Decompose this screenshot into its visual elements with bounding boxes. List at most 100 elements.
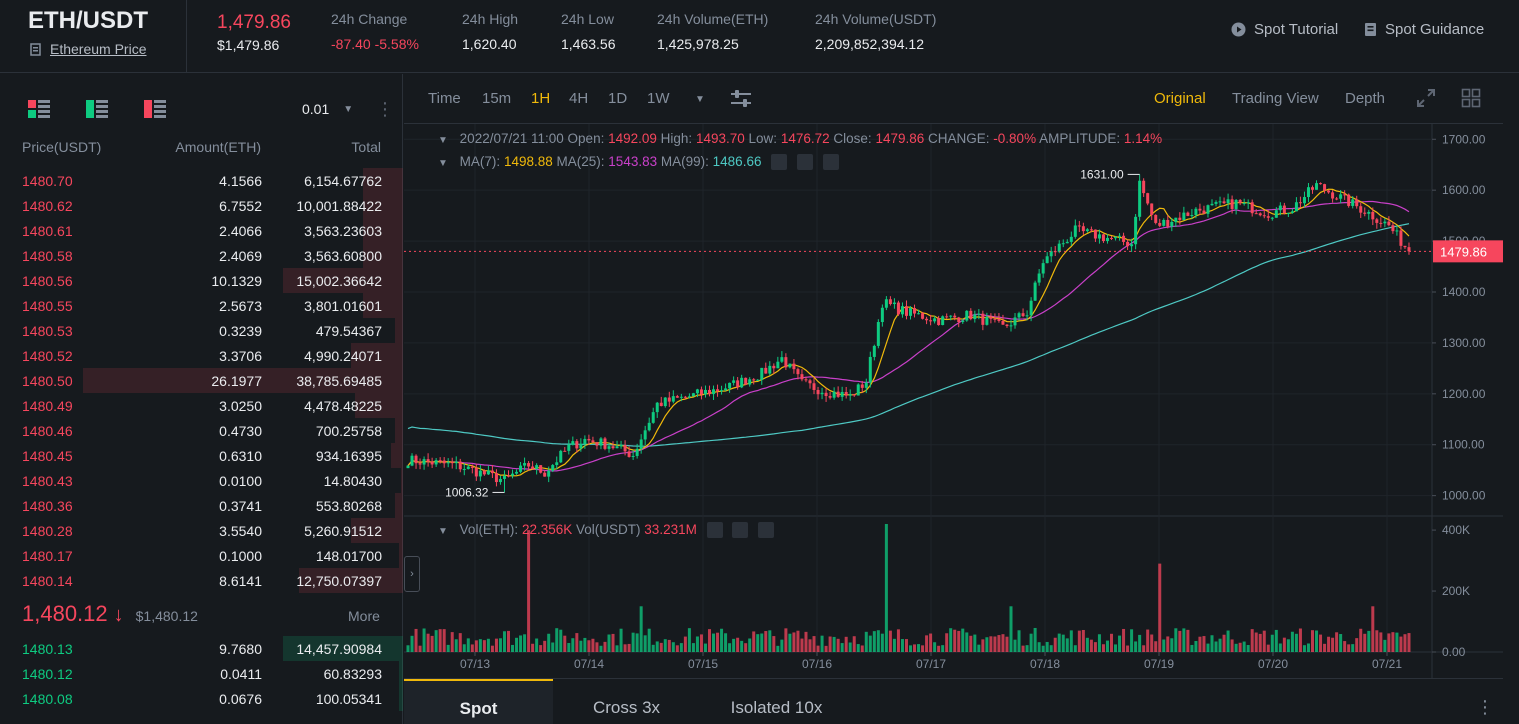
ask-row[interactable]: 1480.56 10.1329 15,002.36642 bbox=[0, 268, 403, 293]
ask-row[interactable]: 1480.17 0.1000 148.01700 bbox=[0, 543, 403, 568]
ask-row[interactable]: 1480.50 26.1977 38,785.69485 bbox=[0, 368, 403, 393]
fullscreen-icon[interactable] bbox=[1416, 88, 1436, 108]
tab-cross[interactable]: Cross 3x bbox=[592, 698, 661, 717]
legend-open: 1492.09 bbox=[608, 131, 657, 146]
expand-panel-button[interactable]: › bbox=[404, 556, 420, 592]
volume-bar bbox=[776, 645, 780, 652]
pair-title[interactable]: ETH/USDT bbox=[28, 7, 148, 34]
view-depth[interactable]: Depth bbox=[1345, 90, 1386, 107]
depth-bar bbox=[399, 543, 403, 568]
ask-row[interactable]: 1480.53 0.3239 479.54367 bbox=[0, 318, 403, 343]
eye-icon[interactable] bbox=[771, 154, 788, 171]
interval-more-icon[interactable]: ▼ bbox=[695, 94, 705, 105]
close-icon[interactable] bbox=[758, 522, 775, 539]
view-original[interactable]: Original bbox=[1154, 90, 1206, 107]
ask-row[interactable]: 1480.49 3.0250 4,478.48225 bbox=[0, 393, 403, 418]
interval-1w[interactable]: 1W bbox=[647, 90, 670, 107]
volume-bar bbox=[1069, 630, 1073, 652]
volume-bar bbox=[1250, 629, 1254, 652]
volume-bar bbox=[1407, 633, 1411, 652]
candle-body bbox=[896, 302, 900, 315]
more-vertical-icon[interactable]: ⋮ bbox=[376, 99, 394, 119]
ask-row[interactable]: 1480.70 4.1566 6,154.67762 bbox=[0, 168, 403, 193]
volume-bar bbox=[728, 643, 732, 652]
orderbook-both-icon[interactable] bbox=[28, 100, 50, 118]
interval-time[interactable]: Time bbox=[428, 90, 461, 107]
interval-4h[interactable]: 4H bbox=[569, 90, 589, 107]
trade-tabs: Spot Cross 3x Isolated 10x ⋮ bbox=[404, 678, 1503, 724]
spot-guidance-link[interactable]: Spot Guidance bbox=[1364, 21, 1484, 38]
collapse-triangle-icon[interactable]: ▼ bbox=[438, 158, 448, 169]
ask-row[interactable]: 1480.14 8.6141 12,750.07397 bbox=[0, 568, 403, 593]
ask-row[interactable]: 1480.55 2.5673 3,801.01601 bbox=[0, 293, 403, 318]
spot-tutorial-link[interactable]: Spot Tutorial bbox=[1231, 21, 1338, 38]
volume-bar bbox=[1298, 628, 1302, 652]
ask-row[interactable]: 1480.62 6.7552 10,001.88422 bbox=[0, 193, 403, 218]
candle-body bbox=[675, 396, 679, 398]
depth-bar bbox=[283, 268, 403, 293]
candle-body bbox=[985, 316, 989, 325]
interval-15m[interactable]: 15m bbox=[482, 90, 512, 107]
candle-body bbox=[663, 397, 667, 407]
tab-spot[interactable]: Spot bbox=[404, 679, 553, 724]
candle-body bbox=[997, 318, 1001, 321]
interval-1d[interactable]: 1D bbox=[608, 90, 628, 107]
layout-grid-icon[interactable] bbox=[1461, 88, 1481, 108]
volume-bar bbox=[663, 639, 667, 652]
volume-bar bbox=[708, 629, 711, 652]
orderbook-asks-icon[interactable] bbox=[144, 100, 166, 118]
orderbook-bids-icon[interactable] bbox=[86, 100, 108, 118]
candle-body bbox=[969, 310, 973, 320]
ask-row[interactable]: 1480.45 0.6310 934.16395 bbox=[0, 443, 403, 468]
ask-row[interactable]: 1480.52 3.3706 4,990.24071 bbox=[0, 343, 403, 368]
candle-body bbox=[876, 322, 880, 346]
ask-price: 1480.58 bbox=[22, 248, 73, 264]
candle-body bbox=[1146, 193, 1150, 204]
more-link[interactable]: More bbox=[348, 608, 380, 624]
candlestick-chart[interactable]: 1700.001600.001500.001400.001300.001200.… bbox=[404, 124, 1503, 678]
ask-row[interactable]: 1480.58 2.4069 3,563.60800 bbox=[0, 243, 403, 268]
gear-icon[interactable] bbox=[732, 522, 749, 539]
ask-row[interactable]: 1480.61 2.4066 3,563.23603 bbox=[0, 218, 403, 243]
settings-sliders-icon[interactable] bbox=[730, 89, 752, 109]
volume-bar bbox=[1053, 637, 1057, 652]
volume-bar bbox=[981, 639, 985, 652]
candle-body bbox=[1126, 241, 1130, 247]
view-trading-view[interactable]: Trading View bbox=[1232, 90, 1319, 107]
ask-row[interactable]: 1480.36 0.3741 553.80268 bbox=[0, 493, 403, 518]
candle-body bbox=[651, 412, 655, 423]
ask-price: 1480.55 bbox=[22, 298, 73, 314]
bid-row[interactable]: 1480.13 9.7680 14,457.90984 bbox=[0, 636, 403, 661]
collapse-triangle-icon[interactable]: ▼ bbox=[438, 135, 448, 146]
candle-body bbox=[671, 396, 675, 402]
candle-body bbox=[744, 377, 748, 385]
volume-bar bbox=[752, 631, 756, 652]
candle-body bbox=[989, 316, 993, 319]
volume-bar bbox=[683, 636, 687, 652]
candle-body bbox=[507, 475, 510, 477]
gear-icon[interactable] bbox=[797, 154, 813, 171]
candle-body bbox=[1294, 202, 1298, 212]
close-icon[interactable] bbox=[822, 154, 839, 171]
ask-row[interactable]: 1480.46 0.4730 700.25758 bbox=[0, 418, 403, 443]
bid-row[interactable]: 1480.12 0.0411 60.83293 bbox=[0, 661, 403, 686]
precision-select[interactable]: 0.01 ▼ bbox=[302, 101, 353, 117]
candle-body bbox=[1162, 219, 1166, 226]
more-vertical-icon[interactable]: ⋮ bbox=[1476, 697, 1494, 717]
ask-row[interactable]: 1480.28 3.5540 5,260.91512 bbox=[0, 518, 403, 543]
coin-info-label[interactable]: Ethereum Price bbox=[50, 41, 147, 57]
volume-bar bbox=[957, 630, 961, 652]
spot-guidance-label[interactable]: Spot Guidance bbox=[1385, 21, 1485, 38]
eye-icon[interactable] bbox=[706, 522, 723, 539]
candle-body bbox=[724, 388, 728, 391]
volume-bar bbox=[909, 645, 912, 652]
spot-tutorial-label[interactable]: Spot Tutorial bbox=[1254, 21, 1339, 38]
ask-row[interactable]: 1480.43 0.0100 14.80430 bbox=[0, 468, 403, 493]
tab-isolated[interactable]: Isolated 10x bbox=[730, 698, 823, 717]
candle-body bbox=[1158, 222, 1162, 226]
collapse-triangle-icon[interactable]: ▼ bbox=[438, 526, 448, 537]
interval-1h[interactable]: 1H bbox=[531, 90, 551, 107]
coin-info-link[interactable]: Ethereum Price bbox=[30, 41, 146, 57]
bid-row[interactable]: 1480.08 0.0676 100.05341 bbox=[0, 686, 403, 711]
volume-bar bbox=[631, 632, 635, 652]
